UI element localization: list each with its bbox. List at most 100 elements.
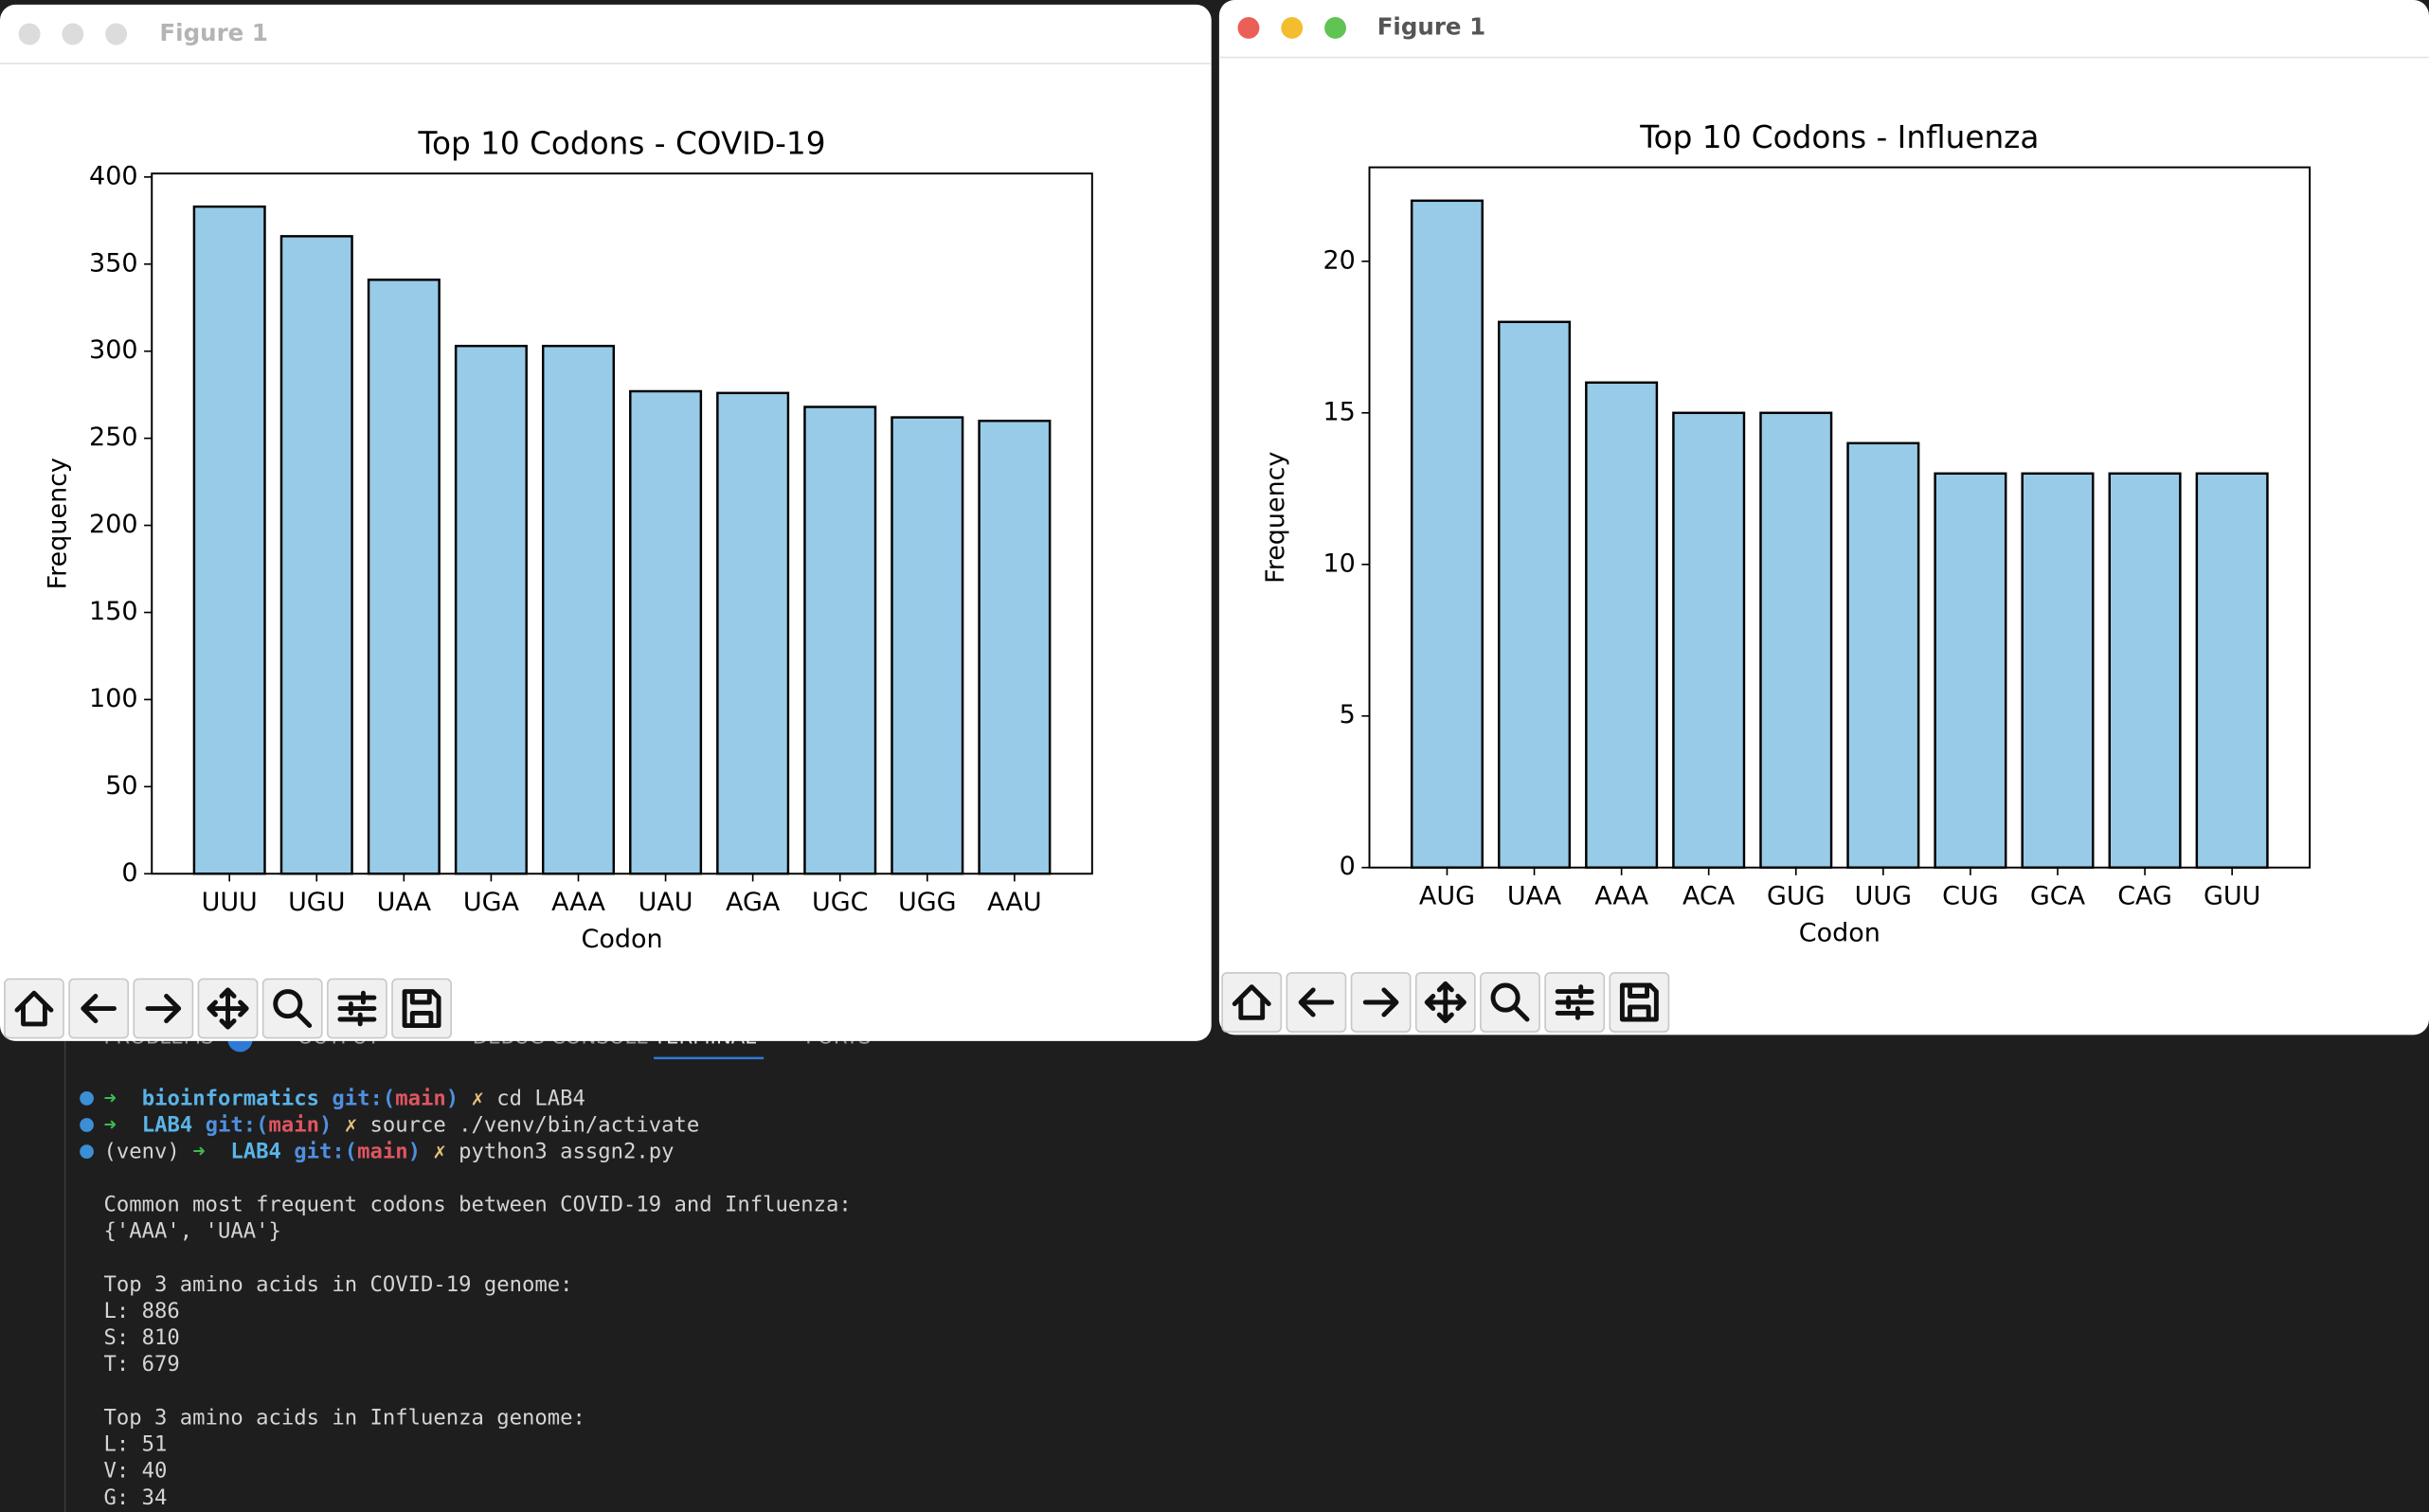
toolbar-button[interactable] [1480,972,1540,1033]
button-icon [1512,1004,1530,1022]
bar [1585,381,1659,869]
zoom-button[interactable] [1324,17,1346,39]
bar [192,205,266,875]
zoom-button[interactable] [105,23,128,45]
command-part: main [357,1139,408,1163]
toolbar-button[interactable] [197,978,259,1039]
y-tick-label: 0 [1340,852,1356,881]
command-part: LAB4 [142,1112,206,1137]
button-icon [1555,984,1594,1020]
plot-frame [1368,166,2312,869]
minimize-button[interactable] [1281,17,1304,39]
bar [1846,441,1920,869]
bar [2195,472,2269,869]
y-tick-label: 10 [1322,549,1355,578]
y-tick-label: 5 [1340,700,1356,729]
x-tick-label: AAA [551,888,605,917]
command-part: ✗ [345,1112,370,1137]
button-bg [261,978,323,1039]
chart: AUG UAA AAA ACA GUG UUG CUG GCA CAG GUU 0 5 10 15 20 To… [1221,119,2312,1033]
x-tick-label: UGA [463,888,520,917]
bar [279,235,353,875]
y-tick-label: 20 [1322,245,1355,275]
bar [1672,411,1746,869]
bar [367,279,441,875]
toolbar-button[interactable] [1609,972,1670,1033]
x-tick-label: UUU [202,888,258,917]
command-part: ➜ [104,1086,142,1110]
button-icon [1298,987,1335,1017]
chart-title: Top 10 Codons - COVID-19 [418,126,826,162]
button-icon [1232,984,1271,1020]
output-line: V: 40 [104,1459,168,1484]
status-dot [80,1091,94,1106]
bar [716,391,790,875]
y-axis-label: Frequency [1261,451,1290,583]
button-icon [1424,981,1466,1024]
button-bg [1480,972,1540,1033]
command-line: ➜ bioinformatics git:(main) ✗ cd LAB4 [104,1086,585,1110]
button-icon [1490,982,1520,1013]
y-tick-label: 300 [89,335,137,365]
window: Figure 1 UUU UGU UAA UGA AAA UAU AGA UGC UGG AAU 0… [0,4,1212,1041]
command-part: git:( [332,1086,395,1110]
command-part: git:( [206,1112,269,1137]
toolbar-button[interactable] [1350,972,1412,1033]
output-line: {'AAA', 'UAA'} [104,1219,281,1244]
x-tick-label: ACA [1682,881,1736,910]
toolbar-button[interactable] [68,978,130,1039]
command-part: ) [319,1112,345,1137]
output-line: Top 3 amino acids in Influenza genome: [104,1405,585,1430]
y-tick-label: 0 [121,858,137,888]
toolbar-button[interactable] [133,978,194,1039]
command-part: ) [446,1086,472,1110]
toolbar-button[interactable] [1221,972,1283,1033]
bar [1759,411,1833,869]
toolbar-button[interactable] [1286,972,1347,1033]
x-tick-label: CUG [1942,881,1998,910]
y-tick-label: 15 [1322,397,1355,426]
bar [891,416,964,875]
x-tick-label: UAA [377,888,432,917]
button-icon [14,990,54,1027]
button-icon [1619,982,1659,1022]
button-icon [207,987,249,1030]
button-icon [145,994,182,1024]
x-tick-label: AUG [1419,881,1475,910]
toolbar-button[interactable] [327,978,387,1039]
close-button[interactable] [18,23,41,45]
toolbar-button[interactable] [4,978,64,1039]
bar [541,344,616,875]
bar [2021,472,2095,869]
toolbar-button[interactable] [1414,972,1476,1033]
command-part: ➜ [104,1112,142,1137]
x-tick-label: AAU [987,888,1041,917]
command-part: bioinformatics [142,1086,333,1110]
bar [629,389,703,875]
status-dot [80,1118,94,1132]
button-icon [273,989,303,1019]
command-part: git:( [294,1139,357,1163]
toolbar-button[interactable] [391,978,452,1039]
plot-frame [151,172,1093,875]
toolbar-button[interactable] [1544,972,1606,1033]
bar [1498,320,1572,869]
button-bg [1221,972,1283,1033]
command-line: (venv) ➜ LAB4 git:(main) ✗ python3 assgn… [104,1139,675,1163]
button-bg [1609,972,1670,1033]
minimize-button[interactable] [62,23,84,45]
button-bg [4,978,64,1039]
output-line: Top 3 amino acids in COVID-19 genome: [104,1272,573,1297]
x-tick-label: AGA [726,888,781,917]
x-tick-label: CAG [2117,881,2172,910]
output-line: L: 886 [104,1299,180,1323]
x-axis-label: Codon [1799,919,1880,948]
window: Figure 1 AUG UAA AAA ACA GUG UUG CUG GCA CAG GUU 0… [1218,0,2429,1035]
button-icon [402,989,441,1028]
close-button[interactable] [1237,17,1260,39]
bar [803,405,877,875]
x-tick-label: UGU [288,888,345,917]
toolbar-button[interactable] [261,978,323,1039]
bar [1934,472,2007,869]
chart: UUU UGU UAA UGA AAA UAU AGA UGC UGG AAU 0 50 100 150 2… [4,126,1093,1039]
